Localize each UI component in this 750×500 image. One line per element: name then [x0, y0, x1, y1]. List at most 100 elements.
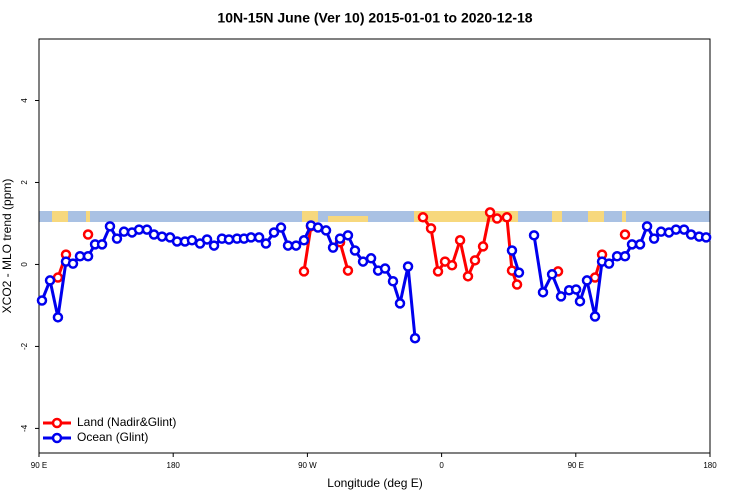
data-point [36, 295, 48, 306]
data-point [546, 269, 558, 280]
data-point [96, 239, 108, 250]
x-tick-label: 90 W [298, 461, 317, 470]
data-point [570, 284, 582, 295]
x-tick-label: 0 [439, 461, 444, 470]
data-point [141, 224, 153, 235]
data-point [156, 231, 168, 242]
y-tick-label: 2 [20, 180, 29, 185]
data-point [379, 263, 391, 274]
y-axis-label: XCO2 - MLO trend (ppm) [0, 179, 14, 314]
land-patch [86, 211, 90, 222]
data-point [678, 224, 690, 235]
data-point [513, 267, 525, 278]
data-point [641, 221, 653, 232]
data-point [402, 261, 414, 272]
data-point [387, 276, 399, 287]
legend-marker [51, 432, 63, 444]
data-point [537, 287, 549, 298]
data-point [275, 222, 287, 233]
data-point [511, 279, 523, 290]
data-point [74, 250, 86, 262]
data-point [260, 238, 272, 249]
data-point [425, 223, 437, 234]
data-point [700, 232, 712, 243]
data-point [685, 229, 697, 240]
data-point [469, 255, 481, 266]
data-point [477, 241, 489, 252]
data-point [626, 239, 638, 250]
x-tick-label: 90 E [31, 461, 47, 470]
data-point [111, 233, 123, 244]
data-point [208, 240, 220, 251]
data-point [349, 245, 361, 256]
land-patch [414, 211, 518, 222]
legend-marker [51, 417, 63, 429]
x-tick-label: 180 [167, 461, 181, 470]
data-point [670, 224, 682, 235]
data-point [619, 250, 631, 262]
data-point [342, 265, 354, 276]
x-tick-label: 180 [703, 461, 717, 470]
y-tick-label: -2 [20, 342, 29, 350]
data-point [67, 258, 79, 269]
x-axis-label: Longitude (deg E) [327, 476, 422, 490]
data-point [506, 245, 518, 256]
data-point [320, 225, 332, 236]
data-point [186, 235, 198, 246]
data-point [603, 258, 615, 269]
land-mask-band [39, 211, 710, 222]
plot-frame [38, 38, 711, 454]
land-patch [552, 211, 562, 222]
data-point [148, 229, 160, 240]
legend-label: Ocean (Glint) [77, 430, 148, 444]
data-point [454, 235, 466, 246]
legend-label: Land (Nadir&Glint) [77, 415, 176, 429]
chart-title: 10N-15N June (Ver 10) 2015-01-01 to 2020… [217, 10, 532, 26]
data-point [462, 271, 474, 282]
data-point [223, 234, 235, 245]
y-tick-label: 0 [20, 262, 29, 267]
data-point [634, 239, 646, 250]
data-point [327, 242, 339, 253]
data-point [82, 229, 94, 240]
data-point [432, 266, 444, 277]
data-point [290, 240, 302, 251]
data-point [484, 207, 496, 218]
data-point [282, 240, 294, 251]
land-patch [302, 211, 318, 222]
land-patch [328, 216, 368, 222]
series-line [302, 226, 313, 272]
data-point [268, 227, 280, 238]
data-point [417, 212, 429, 223]
data-point [104, 221, 116, 232]
data-point [589, 272, 601, 283]
data-point [365, 253, 377, 264]
land-patch [622, 211, 626, 222]
data-point [648, 233, 660, 244]
land-patch [52, 211, 68, 222]
data-point [589, 311, 601, 322]
data-point [501, 212, 513, 223]
x-tick-label: 90 E [568, 461, 584, 470]
data-point [298, 266, 310, 277]
data-point [52, 312, 64, 323]
data-point [446, 260, 458, 271]
data-point [44, 275, 56, 286]
data-point [581, 275, 593, 286]
data-point [491, 213, 503, 224]
y-tick-label: -4 [20, 424, 29, 432]
y-tick-label: 4 [20, 98, 29, 103]
data-point [619, 229, 631, 240]
data-point [574, 296, 586, 307]
data-point [118, 226, 130, 237]
land-patch [588, 211, 604, 222]
data-point [555, 291, 567, 302]
data-point [528, 230, 540, 241]
data-point [253, 232, 265, 243]
data-point [394, 298, 406, 309]
data-point [201, 234, 213, 245]
data-point [409, 332, 421, 344]
data-point [245, 232, 257, 243]
data-point [312, 222, 324, 233]
